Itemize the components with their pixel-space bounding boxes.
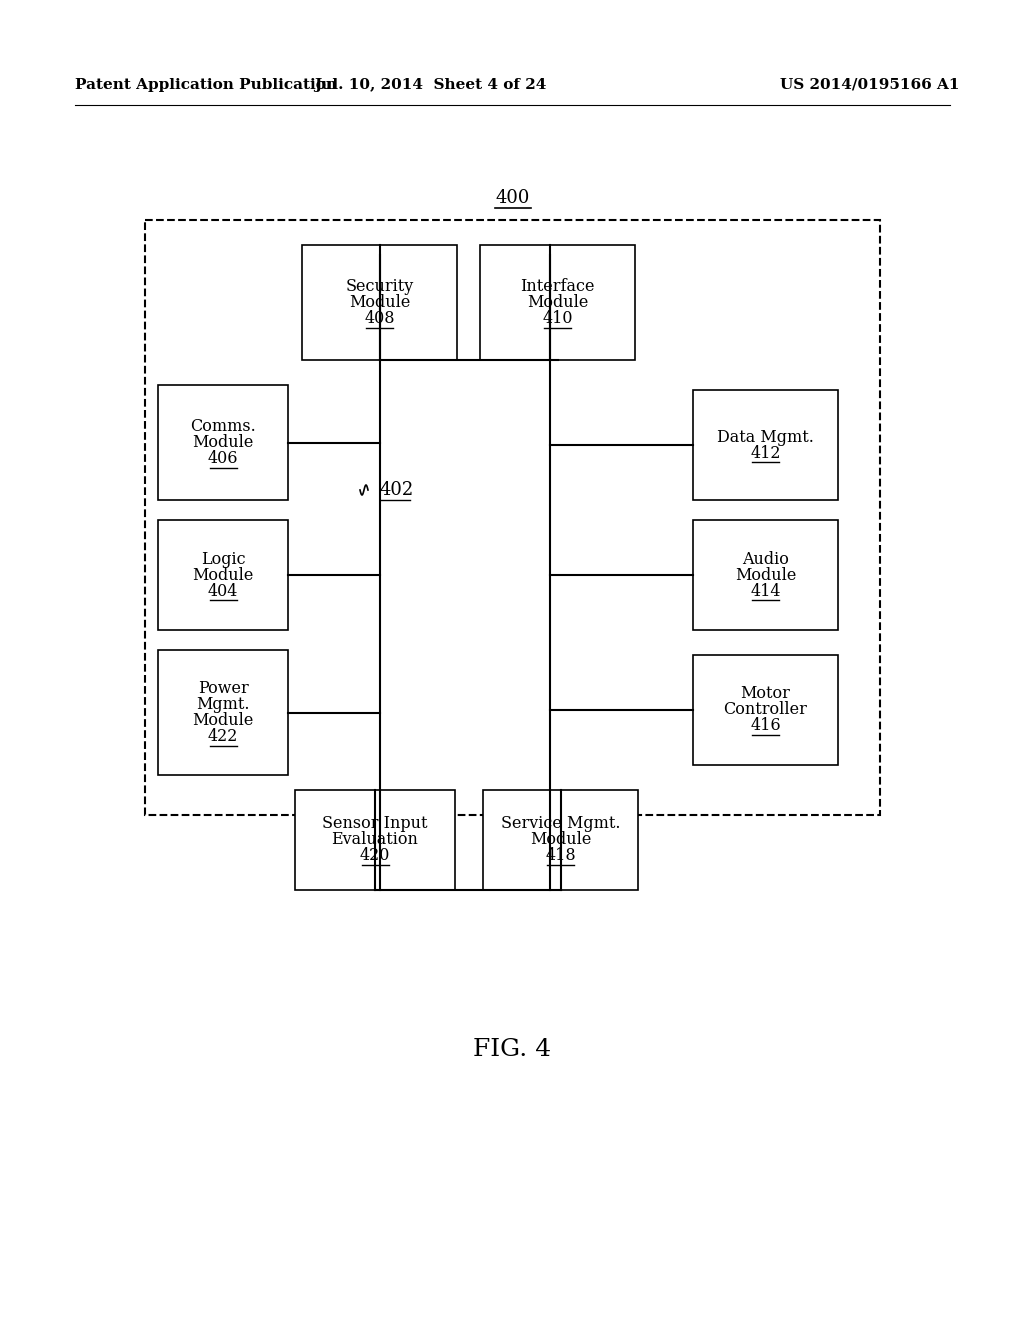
Text: 422: 422	[208, 729, 239, 744]
Text: Security: Security	[345, 279, 414, 294]
Text: 410: 410	[543, 310, 572, 327]
Text: 400: 400	[496, 189, 529, 207]
Text: Mgmt.: Mgmt.	[197, 696, 250, 713]
Text: Service Mgmt.: Service Mgmt.	[501, 816, 621, 833]
Text: Data Mgmt.: Data Mgmt.	[717, 429, 814, 446]
Bar	[158, 385, 288, 500]
Text: Module: Module	[735, 566, 797, 583]
Bar	[158, 520, 288, 630]
Text: Module: Module	[529, 832, 591, 849]
Text: 420: 420	[359, 847, 390, 865]
Bar	[145, 220, 880, 814]
Text: Module: Module	[193, 434, 254, 451]
Text: Interface: Interface	[520, 279, 595, 294]
Text: Module: Module	[193, 711, 254, 729]
Text: FIG. 4: FIG. 4	[473, 1039, 551, 1061]
Text: Patent Application Publication: Patent Application Publication	[75, 78, 337, 92]
Bar	[483, 789, 638, 890]
Text: Module: Module	[526, 294, 588, 312]
Text: 406: 406	[208, 450, 239, 467]
Text: Audio: Audio	[742, 550, 788, 568]
Bar	[480, 246, 635, 360]
Bar	[302, 246, 457, 360]
Text: Jul. 10, 2014  Sheet 4 of 24: Jul. 10, 2014 Sheet 4 of 24	[313, 78, 546, 92]
Bar	[295, 789, 455, 890]
Bar	[158, 649, 288, 775]
Text: 416: 416	[751, 718, 781, 734]
Text: Logic: Logic	[201, 550, 246, 568]
Text: Module: Module	[193, 566, 254, 583]
Text: Power: Power	[198, 680, 249, 697]
Text: 404: 404	[208, 582, 239, 599]
Text: 402: 402	[380, 480, 415, 499]
Text: Module: Module	[349, 294, 411, 312]
Text: Controller: Controller	[724, 701, 808, 718]
Text: 412: 412	[751, 445, 780, 462]
Text: 408: 408	[365, 310, 394, 327]
Bar	[693, 520, 838, 630]
Text: 414: 414	[751, 582, 780, 599]
Text: 418: 418	[545, 847, 575, 865]
Text: US 2014/0195166 A1: US 2014/0195166 A1	[780, 78, 959, 92]
Text: Motor: Motor	[740, 685, 791, 702]
Text: Comms.: Comms.	[190, 418, 256, 436]
Text: Evaluation: Evaluation	[332, 832, 419, 849]
Bar	[693, 389, 838, 500]
Text: Sensor Input: Sensor Input	[323, 816, 428, 833]
Bar	[693, 655, 838, 766]
